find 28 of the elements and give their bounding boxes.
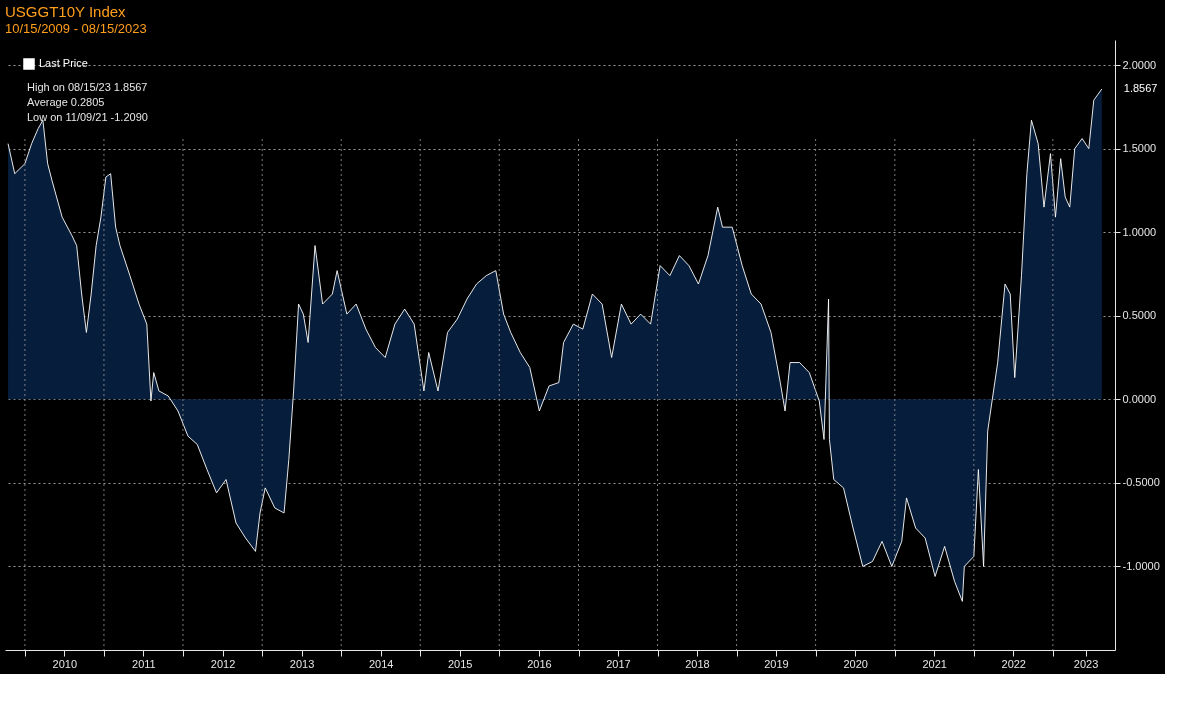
annotation: Average 0.2805 bbox=[27, 96, 105, 108]
annotation: High on 08/15/23 1.8567 bbox=[27, 81, 148, 93]
x-tick-label: 2019 bbox=[764, 657, 789, 670]
x-tick-label: 2014 bbox=[368, 657, 394, 670]
x-tick-label: 2016 bbox=[527, 657, 552, 670]
x-tick-label: 2017 bbox=[606, 657, 631, 670]
y-tick-label: 1.5000 bbox=[1122, 142, 1157, 155]
x-tick-label: 2013 bbox=[289, 657, 315, 670]
x-tick-label: 2018 bbox=[685, 657, 710, 670]
y-tick-label: -1.0000 bbox=[1122, 559, 1160, 572]
y-tick-label: 0.0000 bbox=[1122, 392, 1157, 405]
x-tick-label: 2020 bbox=[843, 657, 868, 670]
x-tick-label: 2010 bbox=[52, 657, 78, 670]
x-tick-label: 2012 bbox=[210, 657, 236, 670]
annotation: Low on 11/09/21 -1.2090 bbox=[27, 111, 148, 123]
legend-label: Last Price bbox=[39, 57, 88, 69]
x-tick-label: 2022 bbox=[1001, 657, 1026, 670]
x-tick-label: 2015 bbox=[447, 657, 473, 670]
chart-title: USGGT10Y Index bbox=[5, 3, 127, 20]
x-tick-label: 2021 bbox=[922, 657, 947, 670]
chart-subtitle: 10/15/2009 - 08/15/2023 bbox=[5, 21, 147, 36]
y-tick-label: -0.5000 bbox=[1122, 476, 1160, 489]
x-tick-label: 2023 bbox=[1073, 657, 1099, 670]
annotation: 1.8567 bbox=[1123, 82, 1158, 95]
y-tick-label: 0.5000 bbox=[1122, 309, 1157, 322]
y-tick-label: 2.0000 bbox=[1122, 58, 1157, 71]
x-tick-label: 2011 bbox=[132, 657, 156, 670]
y-tick-label: 1.0000 bbox=[1122, 225, 1157, 238]
